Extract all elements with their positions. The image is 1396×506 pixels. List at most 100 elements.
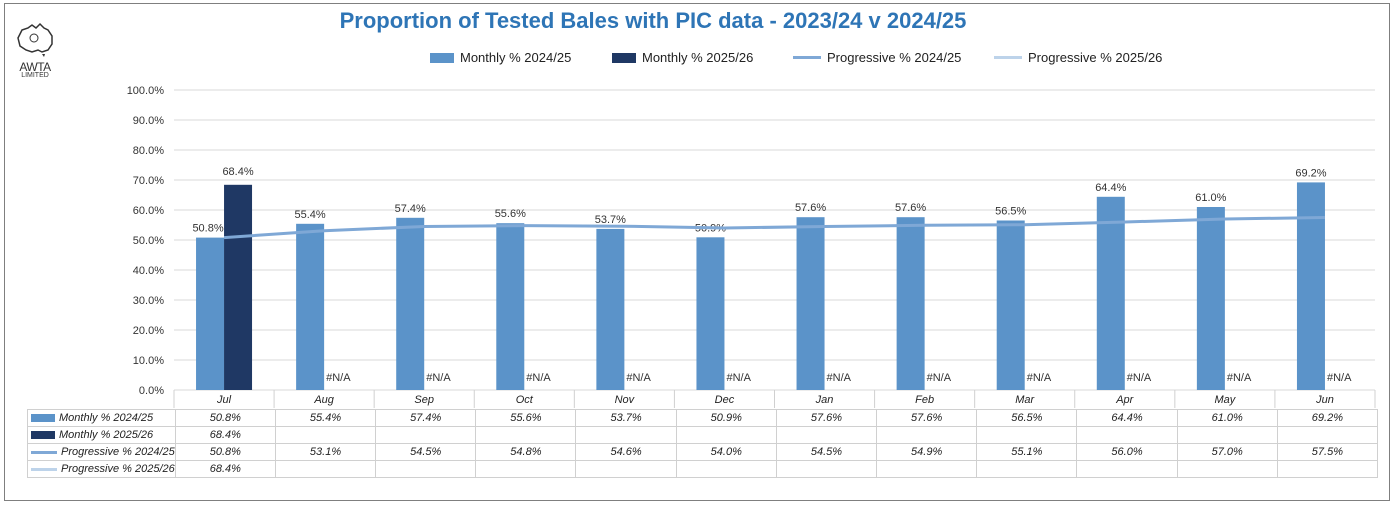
table-cell: 55.4% bbox=[274, 409, 377, 427]
chart-legend: Monthly % 2024/25 Monthly % 2025/26 Progre… bbox=[0, 50, 1396, 70]
table-cell: 53.7% bbox=[575, 409, 677, 427]
y-tick-label: 10.0% bbox=[133, 355, 164, 367]
legend-bar-swatch-icon bbox=[612, 52, 636, 63]
table-cell bbox=[775, 426, 878, 444]
table-row: Progressive % 2025/26 68.4% bbox=[27, 460, 1378, 478]
table-cell: 54.5% bbox=[775, 443, 878, 461]
table-cell bbox=[274, 460, 377, 478]
na-label: #N/A bbox=[726, 372, 751, 384]
bar-monthly-2024-25 bbox=[696, 237, 725, 390]
table-row: Monthly % 2025/26 68.4% bbox=[27, 426, 1378, 444]
table-cell: 53.1% bbox=[274, 443, 377, 461]
table-cell: 50.9% bbox=[675, 409, 777, 427]
data-label: 69.2% bbox=[1295, 167, 1326, 179]
na-label: #N/A bbox=[1127, 372, 1152, 384]
table-cell: 54.6% bbox=[575, 443, 677, 461]
na-label: #N/A bbox=[1027, 372, 1052, 384]
x-tick-label: Dec bbox=[715, 394, 735, 406]
table-cell: 68.4% bbox=[174, 426, 276, 444]
table-cell bbox=[1176, 460, 1278, 478]
x-tick-label: Aug bbox=[313, 394, 334, 406]
x-tick-label: Apr bbox=[1115, 394, 1134, 406]
x-tick-label: Jan bbox=[815, 394, 834, 406]
table-cell: 54.5% bbox=[375, 443, 477, 461]
table-cell: 54.8% bbox=[475, 443, 577, 461]
table-cell bbox=[575, 426, 677, 444]
x-tick-label: Mar bbox=[1015, 394, 1035, 406]
table-cell: 57.0% bbox=[1176, 443, 1278, 461]
table-cell: 68.4% bbox=[174, 460, 276, 478]
data-label: 55.4% bbox=[295, 209, 326, 221]
x-tick-label: Oct bbox=[516, 394, 534, 406]
data-label: 57.4% bbox=[395, 203, 426, 215]
y-tick-label: 40.0% bbox=[133, 265, 164, 277]
table-cell: 61.0% bbox=[1176, 409, 1278, 427]
data-label: 57.6% bbox=[895, 202, 926, 214]
legend-label: Monthly % 2025/26 bbox=[642, 50, 754, 65]
na-label: #N/A bbox=[927, 372, 952, 384]
table-cell bbox=[274, 426, 377, 444]
bar-monthly-2024-25 bbox=[296, 223, 325, 390]
y-tick-label: 20.0% bbox=[133, 325, 164, 337]
bar-monthly-2024-25 bbox=[1096, 196, 1125, 390]
table-cell: 56.5% bbox=[976, 409, 1078, 427]
table-row-label: Monthly % 2025/26 bbox=[59, 429, 154, 441]
table-cell: 64.4% bbox=[1076, 409, 1178, 427]
table-cell: 55.1% bbox=[976, 443, 1078, 461]
y-tick-label: 80.0% bbox=[133, 145, 164, 157]
table-cell bbox=[976, 460, 1078, 478]
y-tick-label: 100.0% bbox=[127, 85, 165, 97]
table-cell bbox=[1076, 460, 1178, 478]
table-cell bbox=[475, 460, 577, 478]
y-tick-label: 90.0% bbox=[133, 115, 164, 127]
na-label: #N/A bbox=[626, 372, 651, 384]
legend-label: Progressive % 2024/25 bbox=[827, 50, 962, 65]
table-bar-key-icon bbox=[31, 431, 55, 440]
table-line-key-icon bbox=[31, 450, 57, 454]
bar-monthly-2025-26 bbox=[224, 184, 253, 390]
table-cell bbox=[876, 460, 978, 478]
data-label: 55.6% bbox=[495, 208, 526, 220]
table-row: Monthly % 2024/25 50.8% 55.4% 57.4% 55.6% 53.… bbox=[27, 409, 1378, 427]
data-label: 56.5% bbox=[995, 206, 1026, 218]
x-tick-label: Feb bbox=[915, 394, 934, 406]
table-row: Progressive % 2024/25 50.8% 53.1% 54.5% 54.8… bbox=[27, 443, 1378, 461]
awta-logo-icon bbox=[17, 22, 53, 57]
x-tick-label: Jul bbox=[216, 394, 232, 406]
logo-subtext: LIMITED bbox=[21, 72, 49, 79]
table-cell bbox=[375, 426, 477, 444]
bar-monthly-2024-25 bbox=[596, 228, 625, 390]
data-label: 68.4% bbox=[222, 166, 253, 178]
legend-bar-swatch-icon bbox=[430, 52, 454, 63]
y-tick-label: 0.0% bbox=[139, 385, 164, 397]
na-label: #N/A bbox=[426, 372, 451, 384]
x-tick-label: Sep bbox=[414, 394, 434, 406]
table-cell: 50.8% bbox=[174, 409, 276, 427]
table-cell bbox=[876, 426, 978, 444]
bar-monthly-2024-25 bbox=[1296, 182, 1325, 390]
table-cell bbox=[675, 460, 777, 478]
table-row-label: Monthly % 2024/25 bbox=[59, 412, 154, 424]
table-row-header: Monthly % 2025/26 bbox=[27, 426, 176, 444]
bar-monthly-2024-25 bbox=[896, 217, 925, 390]
data-table: Monthly % 2024/25 50.8% 55.4% 57.4% 55.6% 53.… bbox=[27, 409, 1378, 478]
table-cell: 57.4% bbox=[375, 409, 477, 427]
data-label: 50.8% bbox=[192, 223, 223, 235]
bar-monthly-2024-25 bbox=[796, 217, 825, 390]
logo-text: AWTA bbox=[19, 60, 51, 74]
y-tick-label: 30.0% bbox=[133, 295, 164, 307]
data-label: 53.7% bbox=[595, 214, 626, 226]
table-row-label: Progressive % 2024/25 bbox=[61, 446, 175, 458]
chart-plot: 0.0% 10.0% 20.0% 30.0% 40.0% 50.0% 60.0% 70.0% 8… bbox=[127, 85, 1376, 408]
na-label: #N/A bbox=[326, 372, 351, 384]
legend-label: Progressive % 2025/26 bbox=[1028, 50, 1163, 65]
legend-item: Progressive % 2025/26 bbox=[994, 50, 1162, 65]
table-cell bbox=[1076, 426, 1178, 444]
legend-line-swatch-icon bbox=[793, 56, 821, 59]
legend-item: Monthly % 2025/26 bbox=[612, 50, 753, 65]
bar-monthly-2024-25 bbox=[1196, 207, 1225, 390]
legend-line-swatch-icon bbox=[994, 56, 1022, 59]
x-tick-label: May bbox=[1214, 394, 1236, 406]
table-cell: 57.5% bbox=[1276, 443, 1378, 461]
table-cell: 57.6% bbox=[775, 409, 878, 427]
